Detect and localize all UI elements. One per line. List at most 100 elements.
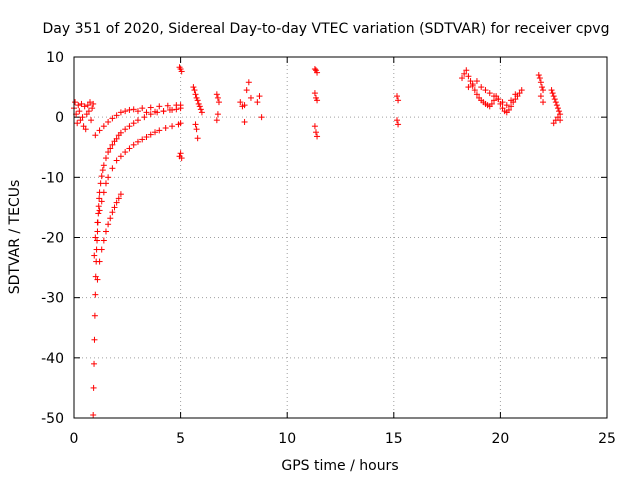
y-tick-label: -20 xyxy=(41,231,64,247)
data-point xyxy=(109,165,116,172)
data-point xyxy=(105,174,112,181)
data-point xyxy=(499,99,506,106)
data-point xyxy=(311,90,318,97)
x-tick-label: 20 xyxy=(491,431,509,447)
data-point xyxy=(99,167,106,174)
data-point xyxy=(314,133,321,140)
data-point xyxy=(109,209,116,216)
data-point xyxy=(535,72,542,79)
data-point xyxy=(553,102,560,109)
x-tick-label: 15 xyxy=(385,431,403,447)
x-axis-label: GPS time / hours xyxy=(281,458,398,474)
data-point xyxy=(160,108,167,115)
x-tick-label: 10 xyxy=(278,431,296,447)
data-point xyxy=(90,100,97,107)
data-point xyxy=(241,118,248,125)
y-axis-label: SDTVAR / TECUs xyxy=(7,180,23,295)
data-point xyxy=(76,108,83,115)
data-point xyxy=(96,195,103,202)
data-point xyxy=(551,96,558,103)
data-point xyxy=(134,108,141,115)
data-point xyxy=(117,109,124,116)
data-point xyxy=(556,108,563,115)
series-steep-drop xyxy=(90,105,184,418)
data-point xyxy=(141,114,148,121)
data-point xyxy=(473,78,480,85)
data-point xyxy=(134,138,141,145)
data-point xyxy=(102,155,109,162)
data-point xyxy=(164,102,171,109)
data-point xyxy=(471,87,478,94)
data-point xyxy=(214,94,221,101)
data-point xyxy=(491,93,498,100)
data-point xyxy=(105,149,112,156)
data-point xyxy=(102,228,109,235)
data-point xyxy=(503,102,510,109)
data-point xyxy=(554,114,561,121)
data-point xyxy=(91,252,98,259)
series-cluster-18-21 xyxy=(459,67,525,116)
y-tick-labels: -50 -40 -30 -20 -10 0 10 xyxy=(41,50,64,427)
data-point xyxy=(256,93,263,100)
data-point xyxy=(117,129,124,136)
data-point xyxy=(75,102,82,109)
data-point xyxy=(84,102,91,109)
data-point xyxy=(92,291,99,298)
data-point xyxy=(113,199,120,206)
series-curve-low xyxy=(94,191,124,283)
data-point xyxy=(79,114,86,121)
series-spike-5 xyxy=(176,64,185,162)
y-tick-label: -10 xyxy=(41,170,64,186)
data-point xyxy=(89,105,96,112)
data-point xyxy=(213,117,220,124)
data-point xyxy=(550,120,557,127)
data-point xyxy=(77,117,84,124)
data-point xyxy=(72,99,79,106)
data-point xyxy=(178,68,185,75)
data-point xyxy=(478,84,485,91)
y-tick-label: 10 xyxy=(46,50,64,66)
data-point xyxy=(486,90,493,97)
data-point xyxy=(538,84,545,91)
data-point xyxy=(549,90,556,97)
data-point xyxy=(113,112,120,119)
data-point xyxy=(243,87,250,94)
data-point xyxy=(178,155,185,162)
data-point xyxy=(552,99,559,106)
data-point xyxy=(78,100,85,107)
data-point xyxy=(540,99,547,106)
data-point xyxy=(508,103,515,110)
x-tick-label: 5 xyxy=(176,431,185,447)
data-point xyxy=(117,153,124,160)
data-point xyxy=(550,93,557,100)
data-point xyxy=(91,360,98,367)
data-point xyxy=(134,117,141,124)
data-point xyxy=(115,195,122,202)
data-point xyxy=(94,276,101,283)
data-point xyxy=(194,97,201,104)
data-point xyxy=(314,97,321,104)
data-point xyxy=(147,111,154,118)
data-point xyxy=(88,117,95,124)
data-point xyxy=(143,134,150,141)
data-point xyxy=(81,103,88,110)
series-cluster-22.5 xyxy=(548,87,564,127)
series-cluster-15.2 xyxy=(393,93,402,128)
data-point xyxy=(516,90,523,97)
series-cluster-start xyxy=(71,99,97,133)
data-point xyxy=(113,157,120,164)
data-point xyxy=(536,75,543,82)
data-point xyxy=(152,108,159,115)
data-point xyxy=(469,81,476,88)
data-point xyxy=(102,180,109,187)
data-point xyxy=(126,145,133,152)
series-cluster-11.3 xyxy=(311,66,321,140)
data-point xyxy=(90,411,97,418)
x-tick-label: 25 xyxy=(598,431,616,447)
data-point xyxy=(117,191,124,198)
data-point xyxy=(215,99,222,106)
data-point xyxy=(130,141,137,148)
data-point xyxy=(499,105,506,112)
data-point xyxy=(156,103,163,110)
